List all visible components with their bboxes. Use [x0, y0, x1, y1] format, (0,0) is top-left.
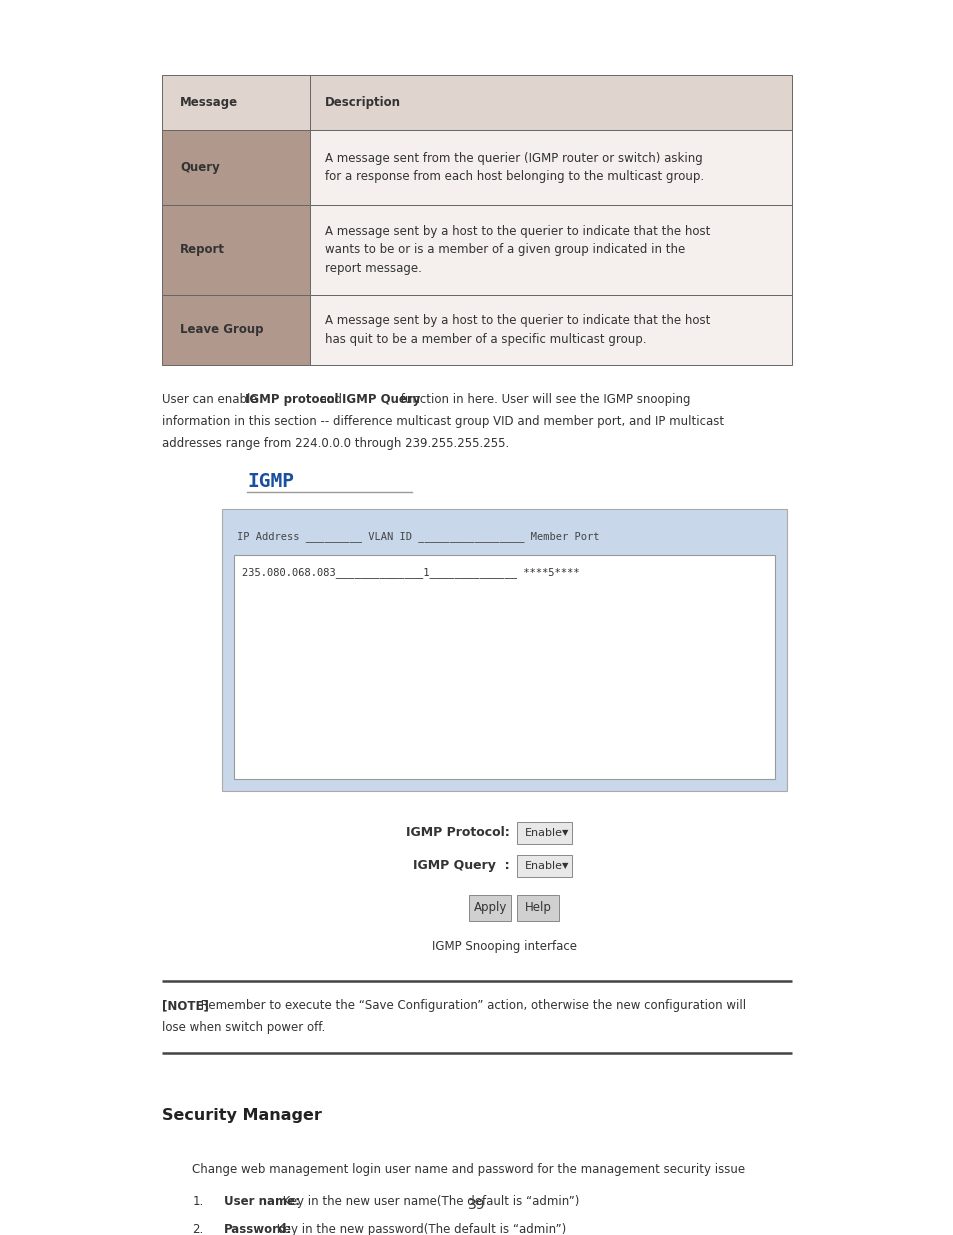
Text: has quit to be a member of a specific multicast group.: has quit to be a member of a specific mu… [325, 332, 646, 346]
Text: [NOTE]: [NOTE] [162, 999, 209, 1011]
Bar [162, 205, 310, 295]
Text: Report: Report [180, 243, 225, 257]
Text: for a response from each host belonging to the multicast group.: for a response from each host belonging … [325, 170, 703, 183]
Text: 1.: 1. [192, 1195, 203, 1208]
Bar [516, 855, 571, 877]
Text: Security Manager: Security Manager [162, 1108, 322, 1123]
Text: A message sent from the querier (IGMP router or switch) asking: A message sent from the querier (IGMP ro… [325, 152, 702, 164]
Text: A message sent by a host to the querier to indicate that the host: A message sent by a host to the querier … [325, 225, 710, 238]
Text: User name:: User name: [224, 1195, 300, 1208]
Text: A message sent by a host to the querier to indicate that the host: A message sent by a host to the querier … [325, 314, 710, 327]
Text: IGMP Query  :: IGMP Query : [413, 860, 509, 872]
Text: Change web management login user name and password for the management security i: Change web management login user name an… [192, 1163, 744, 1176]
Text: Remember to execute the “Save Configuration” action, otherwise the new configura: Remember to execute the “Save Configurat… [196, 999, 745, 1011]
Text: Message: Message [180, 96, 238, 109]
Text: 39: 39 [468, 1198, 485, 1212]
Text: IGMP Snooping interface: IGMP Snooping interface [432, 940, 577, 952]
Text: 2.: 2. [192, 1223, 203, 1235]
Text: IGMP Query: IGMP Query [342, 393, 420, 406]
Text: Key in the new password(The default is “admin”): Key in the new password(The default is “… [273, 1223, 566, 1235]
Text: Leave Group: Leave Group [180, 324, 263, 336]
Text: IGMP protocol: IGMP protocol [245, 393, 338, 406]
Bar [233, 555, 774, 779]
Bar [162, 75, 310, 130]
Text: Description: Description [325, 96, 400, 109]
Text: Password:: Password: [224, 1223, 293, 1235]
Bar [310, 295, 791, 366]
Text: information in this section -- difference multicast group VID and member port, a: information in this section -- differenc… [162, 415, 723, 429]
Text: Apply: Apply [474, 902, 507, 914]
Bar [517, 895, 558, 921]
Text: addresses range from 224.0.0.0 through 239.255.255.255.: addresses range from 224.0.0.0 through 2… [162, 437, 509, 450]
Text: Enable: Enable [524, 861, 562, 871]
Bar [310, 205, 791, 295]
Bar [310, 130, 791, 205]
Text: User can enable: User can enable [162, 393, 261, 406]
Bar [516, 823, 571, 844]
Text: function in here. User will see the IGMP snooping: function in here. User will see the IGMP… [396, 393, 690, 406]
Bar [222, 509, 786, 790]
Bar [469, 895, 511, 921]
Text: ▼: ▼ [561, 862, 567, 871]
Text: lose when switch power off.: lose when switch power off. [162, 1021, 325, 1034]
Text: Enable: Enable [524, 827, 562, 839]
Text: IGMP Protocol:: IGMP Protocol: [405, 826, 509, 840]
Text: wants to be or is a member of a given group indicated in the: wants to be or is a member of a given gr… [325, 243, 684, 257]
Bar [162, 130, 310, 205]
Text: ▼: ▼ [561, 829, 567, 837]
Text: IP Address _________ VLAN ID _________________ Member Port: IP Address _________ VLAN ID ___________… [237, 531, 599, 542]
Text: 235.080.068.083______________1______________ ****5****: 235.080.068.083______________1__________… [242, 568, 579, 578]
Text: and: and [316, 393, 346, 406]
Text: report message.: report message. [325, 262, 421, 275]
Bar [310, 75, 791, 130]
Text: Query: Query [180, 161, 220, 174]
Text: IGMP: IGMP [247, 472, 294, 492]
Text: Key in the new user name(The default is “admin”): Key in the new user name(The default is … [278, 1195, 578, 1208]
Text: Help: Help [524, 902, 552, 914]
Bar [162, 295, 310, 366]
